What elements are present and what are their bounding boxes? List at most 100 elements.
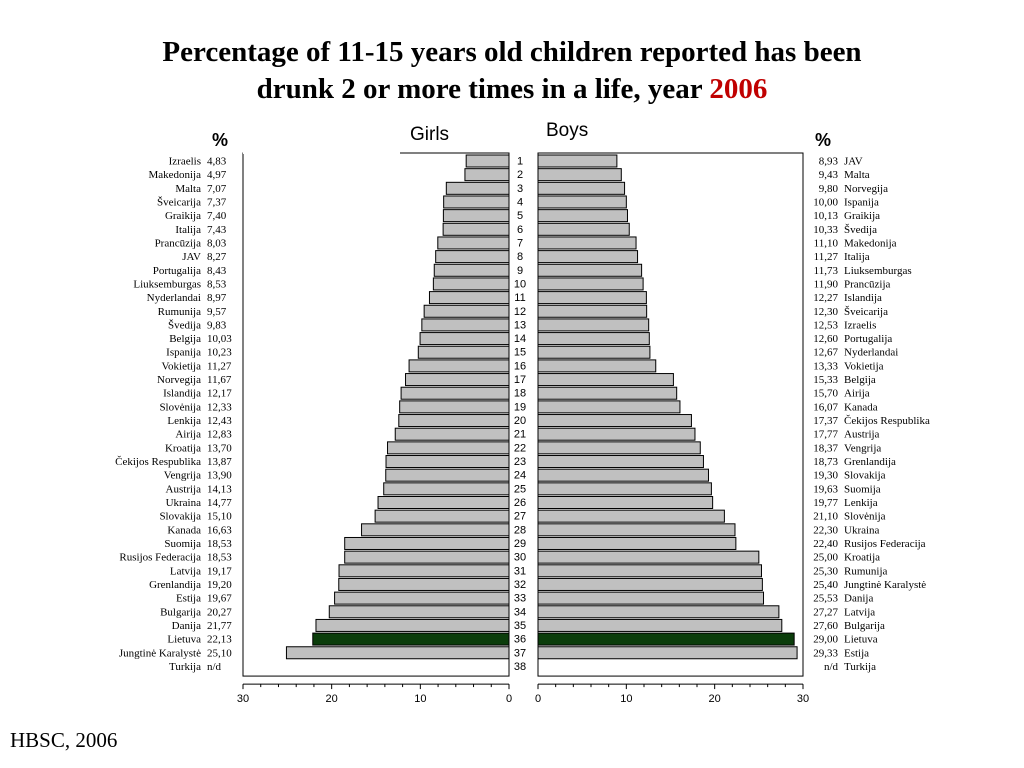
girls-percent-label: % <box>212 130 229 150</box>
girls-value-label: 11,27 <box>207 360 232 372</box>
boys-value-label: 10,33 <box>813 224 838 236</box>
girls-value-label: n/d <box>207 661 222 673</box>
boys-bar <box>537 605 780 619</box>
rank-label: 29 <box>514 538 526 550</box>
boys-value-label: n/d <box>824 661 839 673</box>
boys-bar <box>537 414 692 428</box>
girls-bar <box>383 482 510 496</box>
boys-value-label: 11,73 <box>814 265 839 277</box>
girls-value-label: 11,67 <box>207 374 232 386</box>
boys-bar <box>537 564 762 578</box>
boys-value-label: 9,80 <box>819 183 839 195</box>
boys-country-label: Švedija <box>844 224 877 236</box>
boys-bar <box>537 195 627 209</box>
girls-bar <box>344 550 510 564</box>
boys-country-label: Nyderlandai <box>844 347 898 359</box>
boys-bar <box>537 291 647 305</box>
girls-bar <box>435 250 510 264</box>
boys-value-label: 12,30 <box>813 306 838 318</box>
rank-label: 3 <box>517 183 523 195</box>
boys-country-label: Vengrija <box>844 442 881 454</box>
girls-value-label: 18,53 <box>207 538 232 550</box>
girls-value-label: 22,13 <box>207 634 232 646</box>
boys-country-label: Italija <box>844 251 870 263</box>
girls-country-label: Estija <box>176 593 201 605</box>
girls-bar <box>399 400 510 414</box>
boys-bar <box>537 550 760 564</box>
girls-country-label: Rusijos Federacija <box>119 552 201 564</box>
girls-bar <box>338 564 510 578</box>
rank-label: 34 <box>514 606 526 618</box>
boys-value-label: 29,33 <box>813 647 838 659</box>
girls-country-label: Airija <box>175 429 201 441</box>
boys-bar <box>537 277 644 291</box>
girls-bar <box>442 222 510 236</box>
rank-label: 1 <box>517 156 523 168</box>
girls-country-label: Čekijos Respublika <box>115 456 201 468</box>
boys-value-label: 15,33 <box>813 374 838 386</box>
girls-value-label: 9,83 <box>207 319 227 331</box>
girls-bar-highlight <box>312 632 510 646</box>
girls-country-label: Vengrija <box>164 470 201 482</box>
girls-x-tick-label: 20 <box>326 693 338 705</box>
boys-value-label: 25,40 <box>813 579 838 591</box>
girls-country-label: Norvegija <box>157 374 201 386</box>
boys-bar <box>537 400 681 414</box>
boys-value-label: 9,43 <box>819 169 839 181</box>
rank-label: 27 <box>514 511 526 523</box>
boys-country-label: Šveicarija <box>844 306 888 318</box>
girls-value-label: 10,23 <box>207 347 232 359</box>
boys-bar <box>537 181 626 195</box>
girls-bar <box>344 536 510 550</box>
girls-bar <box>419 332 510 346</box>
girls-country-label: Slovakija <box>159 511 201 523</box>
boys-value-label: 22,40 <box>813 538 838 550</box>
boys-value-label: 12,27 <box>813 292 838 304</box>
rank-label: 7 <box>517 237 523 249</box>
girls-bar <box>338 577 510 591</box>
girls-bar <box>421 318 510 332</box>
rank-label: 18 <box>514 388 526 400</box>
rank-label: 24 <box>514 470 526 482</box>
boys-x-tick-label: 0 <box>535 693 541 705</box>
boys-bar <box>537 222 630 236</box>
girls-value-label: 8,43 <box>207 265 227 277</box>
girls-bar <box>374 509 510 523</box>
girls-bar <box>408 359 510 373</box>
boys-country-label: Slovakija <box>844 470 886 482</box>
boys-country-label: Danija <box>844 593 873 605</box>
boys-value-label: 25,30 <box>813 565 838 577</box>
boys-bar <box>537 345 651 359</box>
rank-label: 30 <box>514 552 526 564</box>
girls-value-label: 13,87 <box>207 456 232 468</box>
girls-country-label: Nyderlandai <box>147 292 201 304</box>
rank-label: 12 <box>514 306 526 318</box>
girls-bar <box>315 618 510 632</box>
girls-bar <box>394 427 510 441</box>
girls-country-label: Vokietija <box>161 360 201 372</box>
boys-bar-highlight <box>537 632 795 646</box>
boys-bar <box>537 250 639 264</box>
girls-value-label: 14,77 <box>207 497 232 509</box>
girls-country-label: Suomija <box>164 538 201 550</box>
girls-x-tick-label: 30 <box>237 693 249 705</box>
girls-value-label: 12,83 <box>207 429 232 441</box>
boys-bar <box>537 304 648 318</box>
boys-bar <box>537 618 783 632</box>
boys-bar <box>537 359 657 373</box>
boys-country-label: Čekijos Respublika <box>844 415 930 427</box>
girls-country-label: Portugalija <box>153 265 201 277</box>
girls-panel-label: Girls <box>410 124 450 145</box>
girls-bar <box>405 373 510 387</box>
rank-label: 20 <box>514 415 526 427</box>
girls-value-label: 16,63 <box>207 524 232 536</box>
girls-value-label: 12,43 <box>207 415 232 427</box>
girls-country-label: Malta <box>175 183 201 195</box>
girls-value-label: 7,37 <box>207 196 227 208</box>
boys-bar <box>537 455 704 469</box>
boys-value-label: 25,53 <box>813 593 838 605</box>
girls-country-label: Grenlandija <box>149 579 201 591</box>
girls-country-label: Lenkija <box>167 415 201 427</box>
boys-country-label: Suomija <box>844 483 881 495</box>
rank-label: 9 <box>517 265 523 277</box>
